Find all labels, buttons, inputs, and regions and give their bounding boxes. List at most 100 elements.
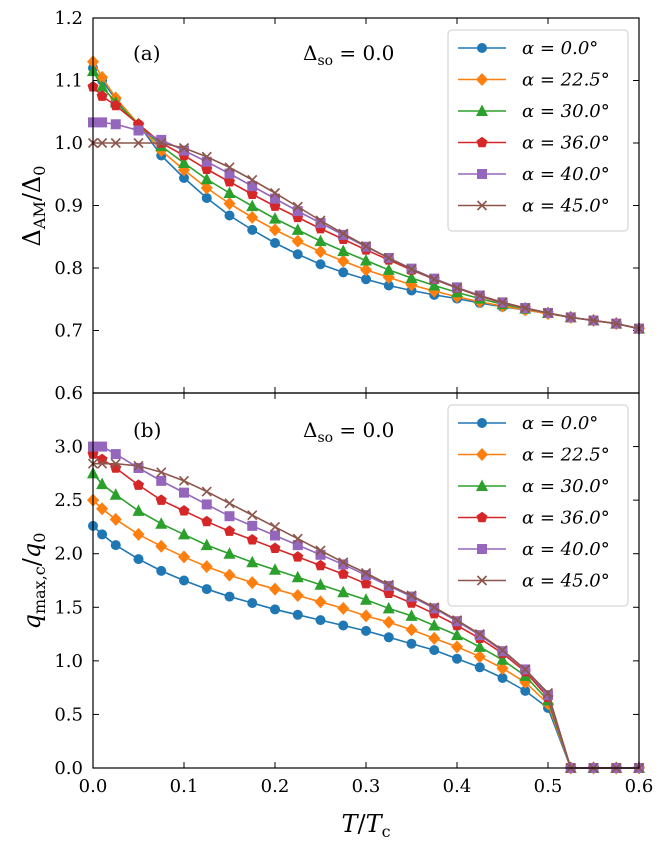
panel-a-series-2-point — [360, 254, 372, 266]
panel-b-series-5-point — [133, 460, 144, 471]
panel-a-series-1-point — [269, 223, 281, 237]
panel-b-series-3-point — [201, 515, 213, 527]
panel-b-series-0-point — [292, 609, 303, 620]
panel-b-legend-label-2: α = 30.0° — [522, 476, 610, 497]
panel-b-series-0-point — [429, 645, 440, 656]
panel-a-ytick-label: 0.9 — [54, 196, 83, 217]
panel-b-series-3-point — [132, 479, 145, 490]
x-axis-label-main: T — [341, 810, 359, 838]
panel-a-legend-marker-1 — [476, 73, 488, 86]
panel-a-series-5-point — [497, 297, 508, 308]
panel-b-series-5-point — [338, 557, 349, 568]
panel-a-ytick-label: 1.2 — [54, 8, 83, 29]
panel-a-ylabel-slash: / — [18, 192, 46, 201]
panel-b-xtick-label: 0.0 — [79, 776, 108, 797]
x-axis-label-den: T — [366, 810, 384, 838]
panel-b-series-5-point — [451, 615, 463, 626]
panel-b-series-1-point — [223, 568, 236, 582]
panel-b-series-2-point — [96, 477, 109, 490]
panel-b-series-5-point — [497, 645, 508, 656]
panel-a-legend-marker-3 — [476, 136, 488, 148]
panel-b-series-4-point — [247, 520, 258, 531]
panel-b-series-0-point — [361, 625, 371, 636]
panel-b-series-0-point — [133, 554, 144, 565]
panel-a-legend-label-4: α = 40.0° — [522, 164, 610, 185]
panel-a-series-0-point — [383, 280, 394, 291]
panel-a-legend-label-0: α = 0.0° — [522, 38, 598, 59]
panel-a-series-2-point — [337, 244, 350, 257]
panel-b-series-1-point — [155, 539, 168, 553]
panel-b-series-5-point — [224, 498, 235, 509]
panel-b-series-3-point — [269, 542, 281, 554]
panel-a-ytick-label: 1.1 — [54, 71, 83, 92]
panel-b-xtick-label: 0.3 — [352, 776, 381, 797]
panel-b-series-2-point — [314, 578, 327, 590]
panel-b-series-1-point — [269, 582, 281, 596]
panel-a-series-1-point — [246, 210, 259, 224]
panel-a-series-2-point — [314, 234, 327, 247]
panel-a-series-5-point — [360, 241, 372, 252]
panel-b-series-5-point — [292, 533, 303, 544]
panel-b-series-2-point — [496, 653, 509, 665]
panel-b-series-5-point — [315, 545, 326, 556]
panel-b-series-4-point — [97, 441, 108, 452]
panel-b-series-5-point — [542, 687, 554, 699]
panel-b-xtick-label: 0.1 — [170, 776, 199, 797]
panel-b-series-3-point — [337, 568, 349, 579]
panel-a-series-5-point — [224, 162, 235, 173]
panel-b-annotation-rest: = 0.0 — [333, 418, 394, 442]
panel-b-series-5-point — [269, 521, 281, 532]
panel-a-legend-label-3: α = 36.0° — [522, 133, 610, 154]
panel-a-ytick-label: 1.0 — [54, 133, 83, 154]
panel-a-legend: α = 0.0° α = 22.5° α = 30.0° α = 36.0° α = 4… — [447, 29, 629, 232]
panel-b-series-0-point — [383, 632, 394, 643]
panel-a-series-2-point — [291, 223, 304, 235]
panel-a-series-2-point — [96, 80, 109, 92]
panel-b-series-5-point — [383, 579, 394, 590]
panel-b-series-2-point — [428, 619, 441, 631]
panel-b-series-2-point — [223, 547, 236, 559]
panel-a-ylabel: ΔAM/Δ0 — [18, 166, 49, 247]
panel-b-series-1-point — [132, 527, 145, 541]
panel-a-label: (a) — [133, 41, 161, 65]
panel-b-series-2-point — [132, 504, 145, 516]
panel-a-series-4-point — [247, 181, 258, 192]
panel-b-annotation-sub: so — [317, 430, 333, 446]
panel-b-legend-label-3: α = 36.0° — [522, 508, 610, 529]
panel-b-annotation-main: Δ — [303, 418, 317, 442]
panel-a: (a) Δso = 0.0 ΔAM/Δ0 0.60.70.80.91.01.11… — [18, 8, 645, 404]
panel-a-series-2-point — [428, 279, 441, 291]
panel-b-series-0-point — [520, 685, 531, 696]
panel-b-series-5-point — [429, 602, 440, 613]
panel-b-legend-marker-4 — [477, 544, 487, 554]
panel-b-legend-marker-2 — [476, 479, 488, 491]
panel-b-series-1-point — [451, 640, 463, 654]
panel-b-xtick-label: 0.5 — [534, 776, 563, 797]
panel-a-series-1-point — [223, 197, 236, 211]
panel-b-series-0-point — [97, 529, 108, 540]
panel-b-series-3-point — [292, 551, 304, 562]
panel-a-series-4-point — [292, 206, 303, 217]
panel-a-series-5-point — [542, 307, 554, 319]
panel-a-legend-label-1: α = 22.5° — [522, 70, 610, 91]
panel-a-series-4-point — [315, 218, 326, 228]
x-axis-label-slash: / — [357, 810, 366, 838]
panel-b-series-1-point — [428, 631, 441, 645]
panel-a-series-5-point — [97, 137, 108, 149]
panel-b-series-0-point — [338, 620, 349, 631]
panel-b-series-2-point — [337, 585, 350, 598]
panel-a-series-5 — [87, 137, 645, 334]
panel-a-legend-marker-5 — [476, 200, 488, 211]
panel-b-series-0-point — [406, 638, 417, 649]
panel-b-series-2-point — [473, 640, 486, 652]
panel-a-ylabel-den: Δ — [18, 176, 46, 193]
panel-a-series-5-point — [611, 318, 622, 329]
panel-b-legend-marker-5 — [476, 575, 488, 586]
panel-a-series-5-point — [338, 228, 349, 239]
panel-b-frame — [92, 392, 640, 769]
panel-b-ylabel-slash: / — [18, 557, 46, 566]
panel-b-ytick-label: 3.0 — [54, 437, 83, 458]
panel-b-series-2-point — [200, 538, 213, 551]
panel-b-series-5-point — [178, 475, 190, 486]
panel-b-series-4-point — [179, 487, 189, 498]
